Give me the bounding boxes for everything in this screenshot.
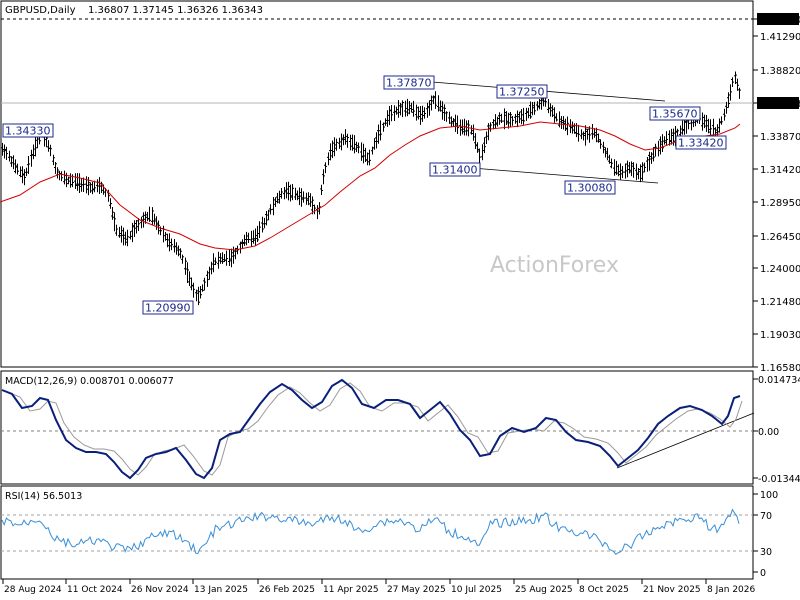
x-axis-label: 21 Nov 2025 xyxy=(643,585,701,595)
price-axis-label: 1.38820 xyxy=(760,66,800,77)
x-axis-label: 25 Aug 2025 xyxy=(515,585,573,595)
upper-channel-trendline xyxy=(431,81,666,102)
moving-average-line xyxy=(0,121,741,251)
macd-axis-label: 0.014734 xyxy=(758,375,800,386)
annotation-label: 1.20990 xyxy=(145,302,191,315)
annotation-label: 1.31400 xyxy=(432,164,478,177)
price-axis-label: 1.26450 xyxy=(760,232,800,243)
price-axis-label: 1.24000 xyxy=(760,264,800,275)
x-axis-label: 8 Jan 2026 xyxy=(707,585,755,595)
rsi-axis-label: 100 xyxy=(760,490,778,501)
annotation-label: 1.35670 xyxy=(652,108,698,121)
macd-main-line xyxy=(1,378,741,480)
chart-ohlc: 1.36807 1.37145 1.36326 1.36343 xyxy=(88,5,263,16)
rsi-axis-label: 70 xyxy=(760,511,772,522)
x-axis-label: 11 Oct 2024 xyxy=(67,585,123,595)
rsi-line xyxy=(1,508,740,555)
macd-signal-line xyxy=(9,382,743,476)
lower-channel-trendline xyxy=(471,167,659,184)
x-axis: 28 Aug 2024 11 Oct 2024 26 Nov 2024 13 Jan … xyxy=(2,579,755,595)
rsi-axis-label: 30 xyxy=(760,547,772,558)
price-tag-label: 1.42480 xyxy=(760,15,800,26)
rsi-axis: 100 70 30 0 xyxy=(753,490,778,579)
price-axis-label: 1.19030 xyxy=(760,330,800,341)
x-axis-label: 26 Feb 2025 xyxy=(259,585,315,595)
price-axis-label: 1.41290 xyxy=(760,32,800,43)
price-tag-bg xyxy=(757,97,799,109)
rsi-panel-frame xyxy=(0,485,754,580)
x-axis-label: 26 Nov 2024 xyxy=(131,585,189,595)
rsi-title: RSI(14) 56.5013 xyxy=(5,491,82,502)
annotation-box xyxy=(2,123,54,138)
annotation-box xyxy=(675,135,727,150)
annotation-box xyxy=(649,106,701,121)
annotation-label: 1.34330 xyxy=(5,125,51,138)
price-axis-label: 1.28950 xyxy=(760,198,800,209)
price-axis-label: 1.16580 xyxy=(760,363,800,374)
rsi-axis-label: 0 xyxy=(760,568,766,579)
x-axis-label: 28 Aug 2024 xyxy=(4,585,62,595)
annotation-label: 1.33420 xyxy=(678,137,724,150)
x-axis-label: 27 May 2025 xyxy=(387,585,446,595)
chart-symbol: GBPUSD,Daily xyxy=(5,5,76,16)
macd-axis-label: -0.013442 xyxy=(758,474,800,485)
annotation-label: 1.30080 xyxy=(567,182,613,195)
price-tag-label: 1.36343 xyxy=(760,99,800,110)
price-axis: 1.42480 1.41290 1.38820 1.36343 1.33870 1.314… xyxy=(753,13,800,374)
annotation-box xyxy=(429,162,481,177)
price-axis-label: 1.21480 xyxy=(760,297,800,308)
annotation-box xyxy=(496,84,548,99)
x-axis-label: 13 Jan 2025 xyxy=(194,585,248,595)
price-panel-frame xyxy=(0,0,754,368)
macd-axis-label: 0.00 xyxy=(758,427,779,438)
price-tag-bg xyxy=(757,13,799,25)
x-axis-label: 11 Apr 2025 xyxy=(323,585,379,595)
price-bars xyxy=(1,71,741,306)
x-axis-label: 8 Oct 2025 xyxy=(579,585,629,595)
macd-panel-frame xyxy=(0,370,754,485)
annotation-box xyxy=(383,75,435,90)
watermark: ActionForex xyxy=(490,253,619,278)
annotation-label: 1.37870 xyxy=(386,77,432,90)
macd-trendline xyxy=(616,412,755,469)
annotation-box xyxy=(142,300,194,315)
annotation-label: 1.37250 xyxy=(499,86,545,99)
macd-title: MACD(12,26,9) 0.008701 0.006077 xyxy=(5,376,174,387)
price-axis-label: 1.33870 xyxy=(760,132,800,143)
price-annotations: 1.34330 1.20990 1.37870 1.37250 1.31400 1.300… xyxy=(2,75,727,315)
annotation-box xyxy=(564,180,616,195)
macd-axis: 0.014734 0.00 -0.013442 xyxy=(753,375,800,485)
x-axis-label: 10 Jul 2025 xyxy=(451,585,502,595)
price-axis-label: 1.31420 xyxy=(760,165,800,176)
